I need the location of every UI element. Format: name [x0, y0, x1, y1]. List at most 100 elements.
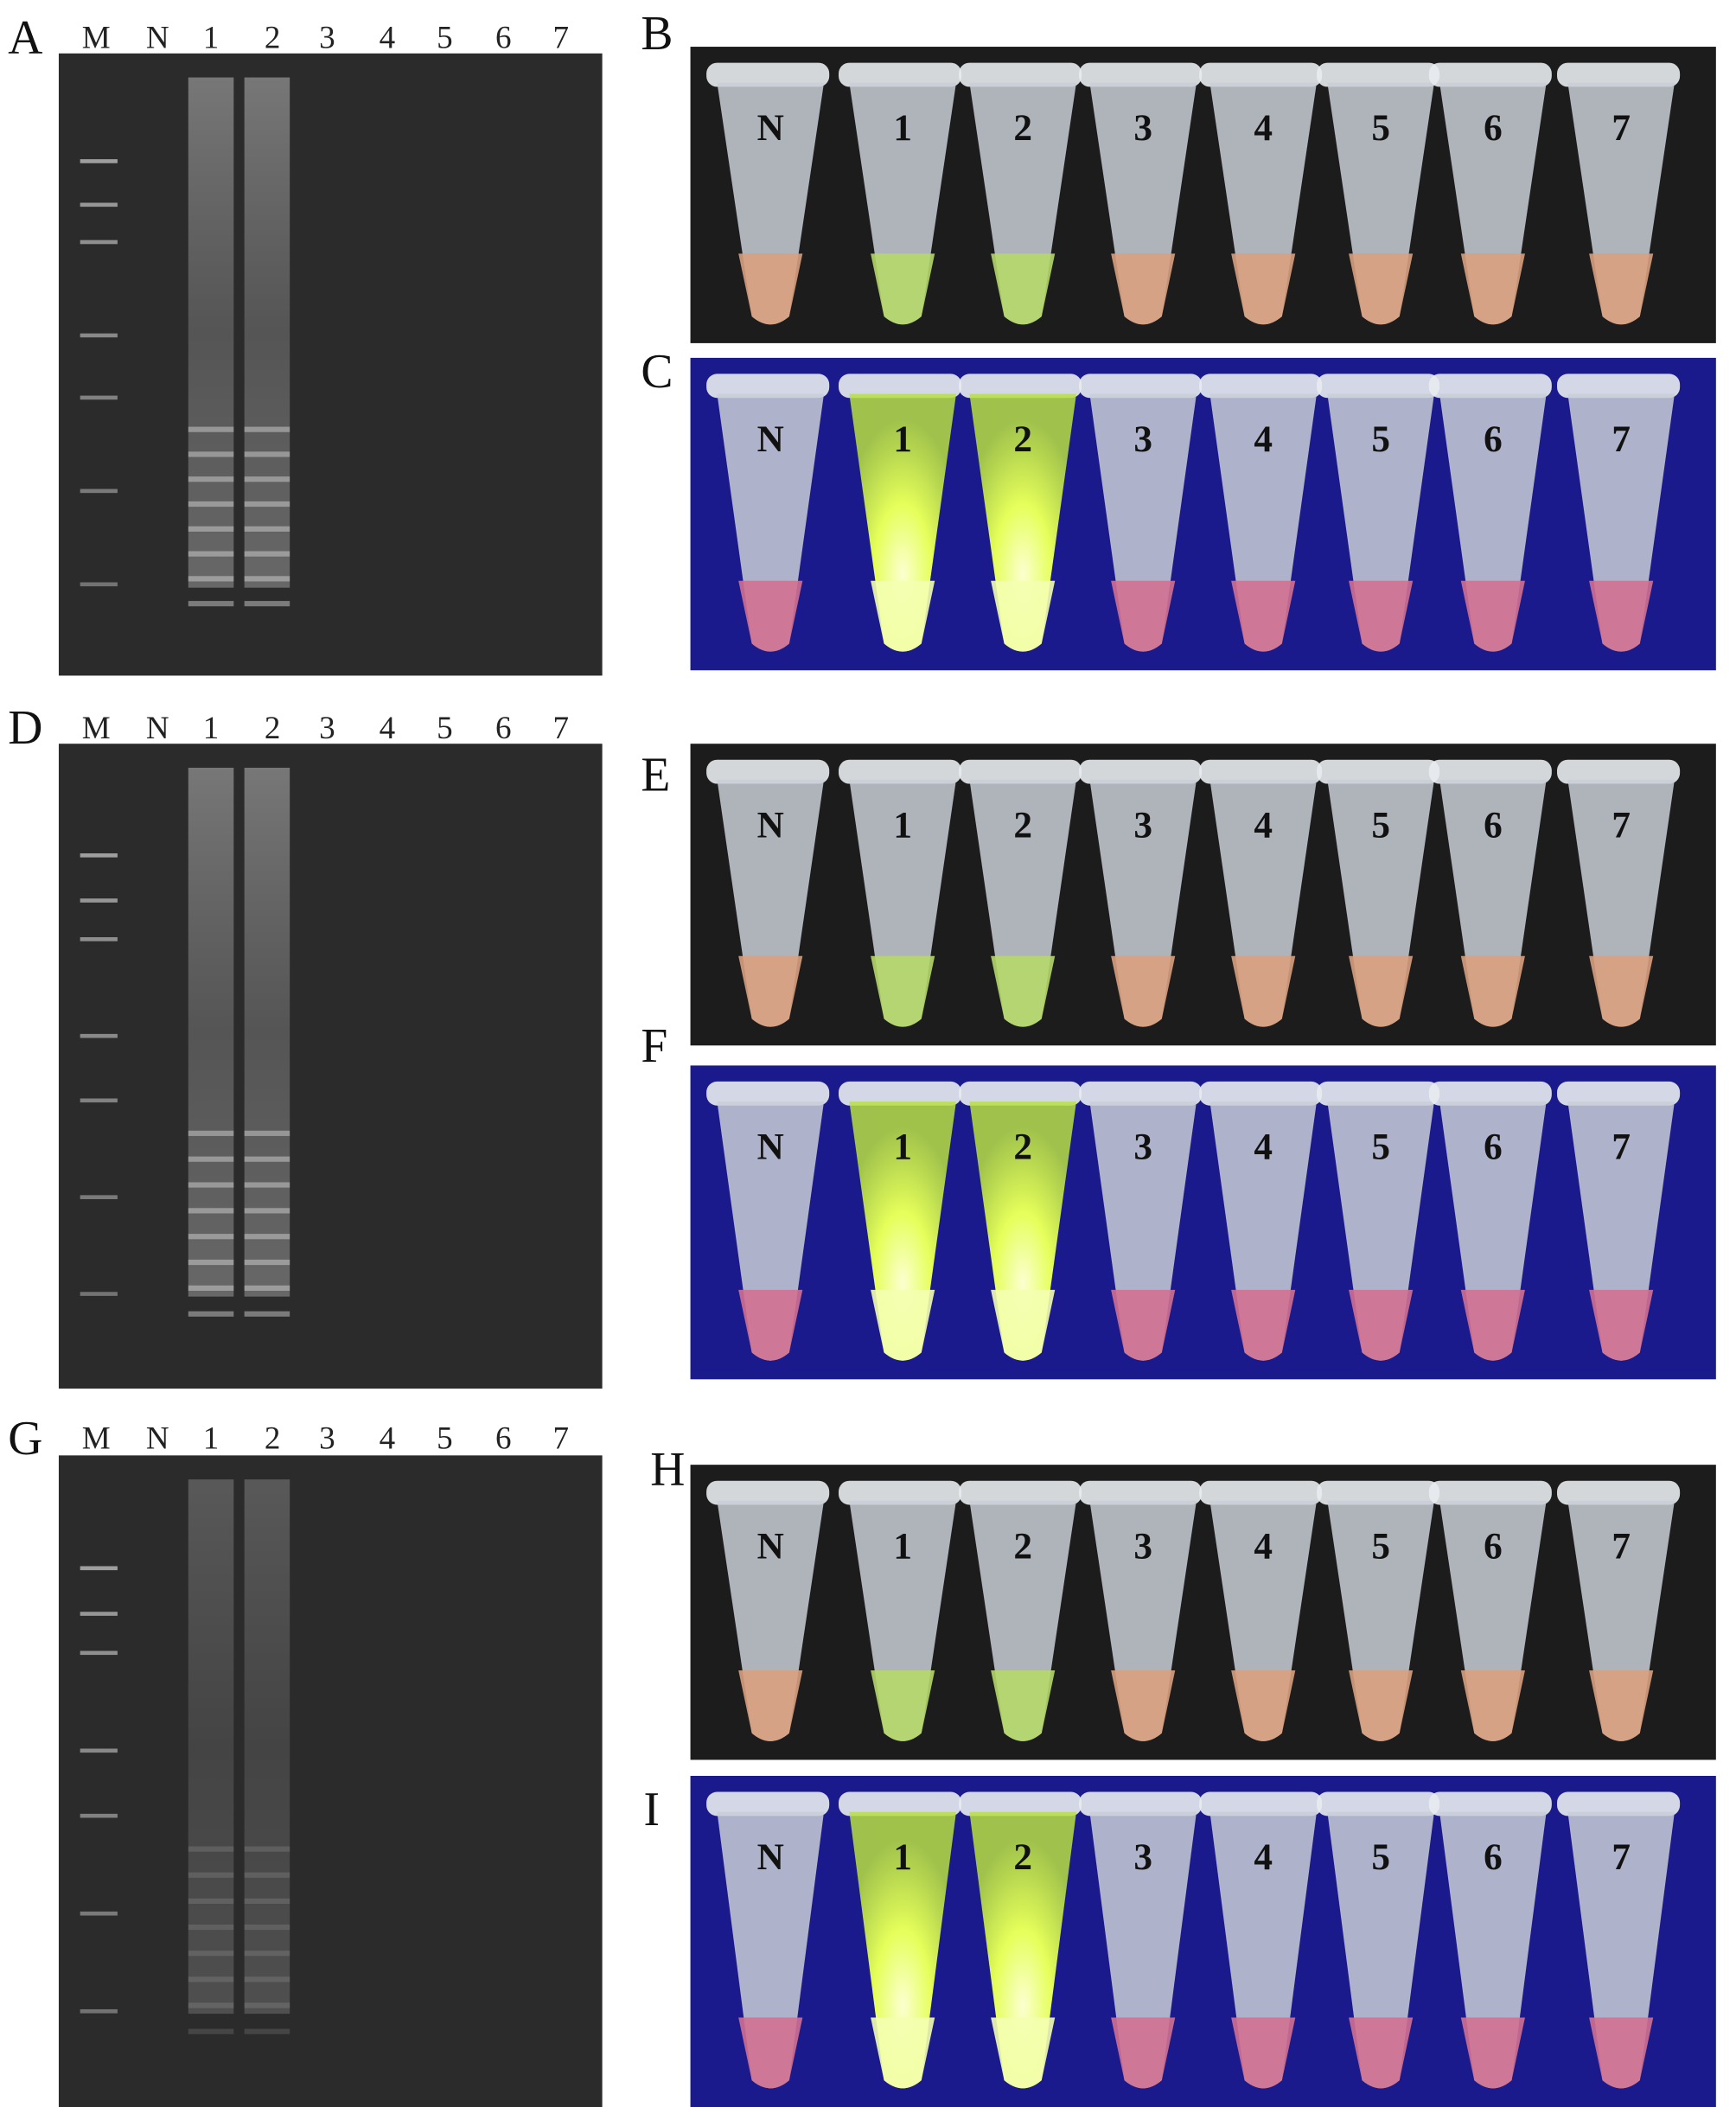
lane-label: 4 — [380, 21, 396, 56]
lane-label: M — [82, 711, 111, 746]
dna-band — [244, 1311, 290, 1317]
liquid — [1111, 253, 1176, 325]
tube-cap — [1428, 759, 1552, 784]
tube-label: 2 — [1013, 804, 1032, 846]
tube-cap — [1428, 1480, 1552, 1505]
panel-letter: F — [641, 1019, 667, 1073]
tube — [717, 1101, 825, 1361]
tube-cap — [1557, 1791, 1681, 1816]
dna-band — [188, 1285, 234, 1291]
dna-band — [244, 1182, 290, 1188]
lane-label: 7 — [552, 21, 569, 56]
tube-cap — [706, 1081, 830, 1106]
liquid — [991, 580, 1056, 652]
photo — [690, 1775, 1716, 2107]
liquid — [871, 955, 935, 1027]
tube-label: 6 — [1484, 1525, 1503, 1567]
liquid — [1349, 1670, 1414, 1741]
tube — [1209, 1101, 1317, 1361]
lane-label: 5 — [437, 1421, 453, 1457]
liquid — [1349, 2017, 1414, 2089]
tube-cap — [1428, 1081, 1552, 1106]
tube — [1439, 1101, 1547, 1361]
tube-cap — [1199, 374, 1323, 399]
smear — [244, 768, 290, 1297]
tube-label: N — [757, 418, 784, 460]
tube — [1089, 393, 1197, 652]
tube-label: 2 — [1013, 1525, 1032, 1567]
tube — [1209, 1500, 1317, 1741]
tube-label: 5 — [1371, 1127, 1390, 1168]
dna-band — [188, 1898, 234, 1905]
liquid — [1231, 580, 1296, 652]
lane-label: M — [82, 1421, 111, 1457]
dna-band — [188, 1951, 234, 1957]
lane-label: 7 — [552, 1421, 569, 1457]
liquid — [738, 1670, 803, 1741]
tube-cap — [1557, 1081, 1681, 1106]
lane-label: 6 — [495, 711, 512, 746]
tube — [1567, 82, 1675, 325]
dna-band — [244, 426, 290, 432]
lane-label: 2 — [265, 711, 281, 746]
tube — [969, 82, 1076, 325]
lane-label: N — [146, 711, 169, 746]
tube-label: 7 — [1612, 1525, 1631, 1567]
dna-band — [188, 426, 234, 432]
liquid — [1231, 253, 1296, 325]
dna-band — [188, 1872, 234, 1878]
tube — [1439, 779, 1547, 1027]
dna-band — [188, 1130, 234, 1136]
dna-band — [244, 2002, 290, 2008]
tube-label: 7 — [1612, 107, 1631, 149]
tube — [717, 1500, 825, 1741]
liquid — [1460, 955, 1525, 1027]
tube — [1567, 393, 1675, 652]
liquid — [1589, 1289, 1654, 1361]
lane-label: N — [146, 21, 169, 56]
tube-cap — [959, 1480, 1082, 1505]
tube-label: 6 — [1484, 418, 1503, 460]
tube-label: 6 — [1484, 107, 1503, 149]
tube-cap — [839, 1480, 962, 1505]
tube-label: 7 — [1612, 418, 1631, 460]
tube-label: 4 — [1254, 107, 1273, 149]
dna-band — [188, 1182, 234, 1188]
dna-band — [188, 1846, 234, 1852]
smear — [244, 77, 290, 588]
marker-band — [80, 1195, 118, 1199]
tube — [1327, 1101, 1434, 1361]
panel-letter: H — [650, 1442, 685, 1496]
tube-label: N — [757, 1525, 784, 1567]
tube — [717, 779, 825, 1027]
marker-band — [80, 1748, 118, 1753]
dna-band — [244, 1234, 290, 1240]
tube — [1327, 393, 1434, 652]
tube-label: 7 — [1612, 804, 1631, 846]
tube — [1327, 779, 1434, 1027]
tube-label: 2 — [1013, 1836, 1032, 1878]
liquid — [991, 2017, 1056, 2089]
marker-band — [80, 488, 118, 494]
tube-label: N — [757, 804, 784, 846]
photo — [690, 47, 1716, 343]
dna-band — [244, 526, 290, 532]
tube — [1439, 393, 1547, 652]
tube-label: 2 — [1013, 107, 1032, 149]
tube-label: 7 — [1612, 1127, 1631, 1168]
tube-cap — [839, 1081, 962, 1106]
tube-label: 5 — [1371, 418, 1390, 460]
dna-band — [244, 2028, 290, 2034]
smear — [244, 1479, 290, 2014]
tube-label: 3 — [1133, 107, 1152, 149]
lane-label: 2 — [265, 21, 281, 56]
liquid — [1589, 2017, 1654, 2089]
tube — [969, 779, 1076, 1027]
liquid — [1460, 1670, 1525, 1741]
lane-label: 1 — [203, 711, 220, 746]
panel-letter: I — [644, 1783, 661, 1836]
dna-band — [188, 501, 234, 508]
tube-label: 3 — [1133, 418, 1152, 460]
dna-band — [188, 2002, 234, 2008]
liquid — [991, 955, 1056, 1027]
